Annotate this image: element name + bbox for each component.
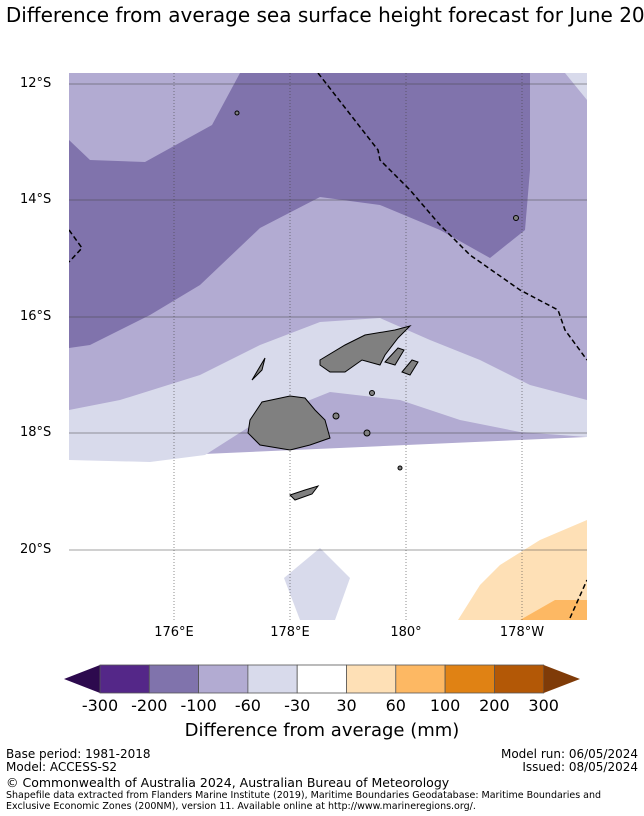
colorbar-tick-label: -200 <box>131 696 168 715</box>
colorbar-segment <box>493 664 545 694</box>
lon-label: 180° <box>390 625 422 640</box>
colorbar-tick-label: 200 <box>479 696 510 715</box>
eez-boundary <box>69 73 587 619</box>
band-minus30-minus60-south <box>284 548 350 620</box>
colorbar <box>64 664 580 694</box>
colorbar-tick-label: -100 <box>180 696 217 715</box>
lat-label: 18°S <box>20 425 52 440</box>
lat-label: 14°S <box>20 192 52 207</box>
model-run: Model run: 06/05/2024 <box>500 747 638 761</box>
colorbar-tick-label: -300 <box>81 696 119 715</box>
lat-label: 16°S <box>20 309 52 324</box>
band-top-right-lightest <box>565 73 587 100</box>
lon-label: 176°E <box>154 625 194 640</box>
lat-label: 12°S <box>20 76 52 91</box>
colorbar-segment <box>346 664 397 694</box>
copyright: © Commonwealth of Australia 2024, Austra… <box>6 775 450 790</box>
colorbar-segment <box>296 664 347 694</box>
colorbar-segment <box>148 664 200 694</box>
issued: Issued: 08/05/2024 <box>522 760 638 774</box>
colorbar-tick-label: 300 <box>528 696 559 715</box>
colorbar-extend-high <box>543 665 580 693</box>
lon-label: 178°E <box>270 625 310 640</box>
shapefile-credit: Shapefile data extracted from Flanders M… <box>6 790 602 812</box>
lat-label: 20°S <box>20 542 52 557</box>
colorbar-tick-label: 30 <box>336 696 357 715</box>
colorbar-segment <box>99 664 150 694</box>
band-minus100-minus200 <box>69 73 530 348</box>
model: Model: ACCESS-S2 <box>6 760 118 774</box>
colorbar-tick-label: 60 <box>385 696 406 715</box>
colorbar-title: Difference from average (mm) <box>184 720 460 741</box>
colorbar-segment <box>395 664 446 694</box>
map <box>69 73 587 620</box>
figure-title: Difference from average sea surface heig… <box>5 3 644 27</box>
colorbar-tick-label: -30 <box>284 696 311 715</box>
colorbar-tick-label: 100 <box>429 696 461 715</box>
band-60-100 <box>520 600 587 620</box>
colorbar-segment <box>247 664 298 694</box>
gridlines <box>69 73 587 620</box>
colorbar-extend-low <box>64 665 100 693</box>
lon-label: 178°W <box>499 625 545 640</box>
colorbar-tick-label: -60 <box>234 696 261 715</box>
base-period: Base period: 1981-2018 <box>6 747 151 761</box>
fiji-islands <box>234 110 519 501</box>
band-30-60 <box>458 520 587 620</box>
band-minus30-minus60 <box>69 318 587 462</box>
colorbar-segment <box>444 664 495 694</box>
colorbar-segment <box>198 664 249 694</box>
